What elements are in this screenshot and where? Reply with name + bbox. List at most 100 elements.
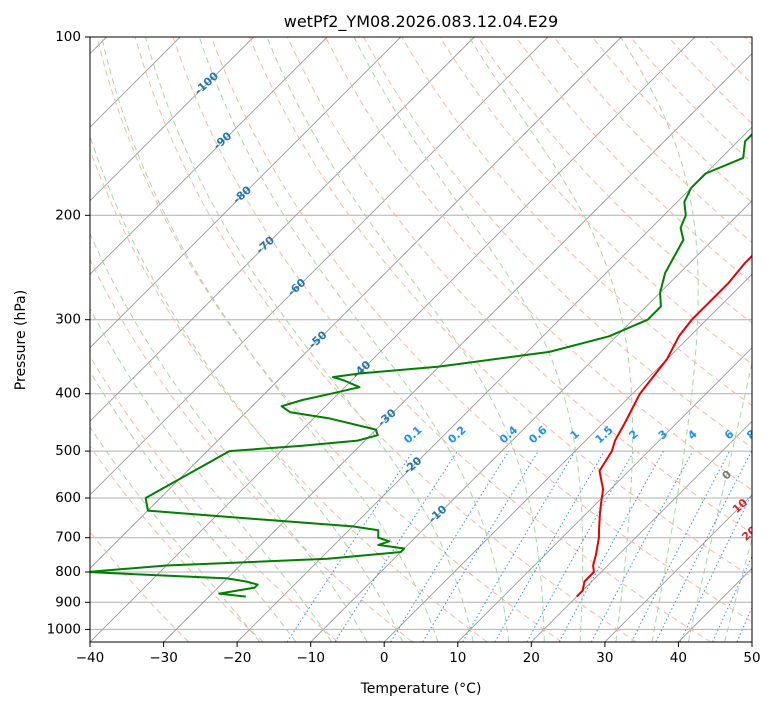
mixing-ratio-line (590, 450, 694, 642)
isotherm-line (678, 567, 752, 642)
mixing-ratio-label: 2 (626, 427, 640, 442)
moist-adiabat-line (90, 134, 404, 642)
y-tick-label: 200 (55, 207, 81, 223)
x-tick-label: −40 (76, 650, 105, 666)
y-tick-label: 900 (55, 594, 81, 610)
moist-adiabat-line (90, 370, 297, 642)
dry-adiabat-line (515, 37, 752, 284)
dry-adiabat-line (668, 37, 752, 125)
isotherm-line (90, 37, 475, 422)
x-tick-label: 30 (596, 650, 613, 666)
x-tick-label: −30 (149, 650, 178, 666)
moist-adiabat-label: 10 (730, 496, 750, 516)
dry-adiabat-line (172, 37, 712, 642)
moist-adiabat-line (145, 37, 474, 642)
isotherm-line (90, 37, 549, 496)
y-tick-label: 100 (55, 29, 81, 45)
mixing-ratio-label: 6 (722, 427, 737, 442)
isotherm-line (90, 37, 696, 642)
x-tick-label: 50 (743, 650, 760, 666)
y-tick-label: 500 (55, 443, 81, 459)
mixing-ratio-line (736, 606, 752, 642)
mixing-ratio-label: 8 (744, 427, 758, 442)
mixing-ratio-line (286, 450, 414, 642)
isotherm-line (457, 347, 752, 642)
dry-adiabat-line (96, 37, 562, 642)
mixing-ratio-line (655, 450, 752, 642)
isotherm-line (90, 37, 255, 202)
mixing-ratio-label: 4 (685, 427, 700, 442)
mixing-ratio-label: 1 (568, 427, 582, 442)
moist-adiabat-line (198, 37, 510, 642)
isotherm-line (236, 126, 752, 642)
mixing-ratio-line (334, 450, 458, 642)
dry-adiabat-line (134, 37, 637, 642)
moist-adiabat-line (90, 232, 368, 642)
mixing-ratio-line (494, 450, 605, 642)
dry-adiabat-line (90, 148, 488, 642)
moist-adiabat-line (724, 536, 752, 642)
dry-adiabat-line (210, 37, 752, 623)
y-tick-label: 800 (55, 564, 81, 580)
mixing-ratio-line (422, 450, 539, 642)
dry-adiabat-line (591, 37, 752, 204)
mixing-ratio-line (761, 451, 775, 642)
dry-adiabat-line (90, 445, 264, 642)
moist-adiabat-label: 30 (749, 558, 769, 578)
mixing-ratio-label: 0.1 (401, 423, 424, 446)
isotherm-line (310, 200, 752, 642)
y-tick-label: 700 (55, 530, 81, 546)
dry-adiabat-line (439, 37, 752, 365)
x-axis-ticks: −40 −30 −20 −10 0 10 20 30 40 50 (76, 642, 761, 666)
mixing-ratio-label: 1.5 (593, 423, 616, 446)
isotherm-line (383, 273, 752, 642)
dry-adiabat-line (90, 258, 413, 642)
x-tick-label: 40 (670, 650, 687, 666)
moist-adiabat-label: 40 (768, 583, 775, 603)
chart-title: wetPf2_YM08.2026.083.12.04.E29 (284, 12, 558, 32)
moist-adiabat-line (101, 37, 439, 642)
moist-adiabat-line (90, 307, 333, 642)
moist-adiabat-line (266, 37, 545, 642)
background-lines (90, 37, 775, 642)
y-axis-label: Pressure (hPa) (13, 290, 29, 390)
moist-adiabat-label: 0 (720, 468, 735, 483)
dry-adiabat-line (629, 37, 752, 164)
isotherm-line (90, 37, 622, 570)
dry-adiabat-line (744, 37, 752, 46)
x-tick-label: −20 (223, 650, 252, 666)
mixing-ratio-line (558, 450, 664, 642)
x-tick-label: 20 (523, 650, 540, 666)
mixing-ratio-line (712, 555, 752, 642)
moist-adiabat-line (90, 426, 261, 642)
dry-adiabat-line (325, 37, 752, 491)
plot-frame (89, 36, 753, 643)
dry-adiabat-line (706, 37, 752, 85)
isotherm-line (90, 37, 328, 275)
y-tick-label: 400 (55, 386, 81, 402)
mixing-ratio-line (390, 450, 510, 642)
mixing-ratio-label: 0.4 (497, 423, 520, 446)
x-axis-label: Temperature (°C) (360, 681, 482, 697)
mixing-ratio-label: 10 (763, 425, 775, 445)
line-labels: -100-90-80-70-60-50-40-30-20-100.1 0.2 0.4… (192, 69, 775, 603)
moist-adiabat-line (687, 360, 752, 642)
dry-adiabat-line (248, 37, 752, 578)
isotherm-line (751, 641, 752, 642)
profile-series (90, 133, 752, 598)
isotherm-line (90, 37, 402, 349)
mixing-ratio-label: 0.2 (445, 423, 468, 446)
y-tick-label: 600 (55, 490, 81, 506)
x-tick-label: 10 (449, 650, 466, 666)
mixing-ratio-line (631, 450, 731, 642)
dewpoint-profile-line (90, 133, 752, 598)
x-tick-label: −10 (296, 650, 325, 666)
y-tick-label: 1000 (47, 621, 81, 637)
y-axis-ticks: 100 200 300 400 500 600 700 800 900 1000 (47, 29, 90, 637)
x-tick-label: 0 (380, 650, 389, 666)
dry-adiabat-line (286, 37, 752, 534)
dry-adiabat-line (553, 37, 752, 244)
dry-adiabat-line (90, 355, 339, 642)
